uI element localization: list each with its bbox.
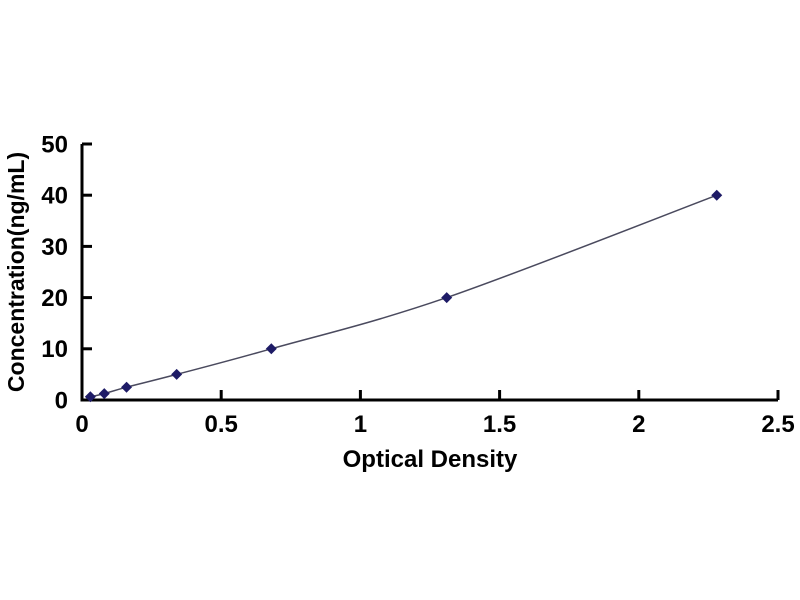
x-tick-label: 0.5: [205, 411, 238, 438]
data-point: [84, 391, 96, 403]
x-axis-title: Optical Density: [343, 446, 518, 473]
axes-layer: 0 0.5 1 1.5 2 2.5 0 10 20 30 40 50: [41, 131, 794, 438]
y-axis-title: Concentration(ng/mL): [3, 152, 29, 392]
series-layer: [84, 189, 723, 403]
data-point: [441, 292, 453, 304]
y-tick-label: 40: [41, 183, 68, 210]
standard-curve-line: [90, 194, 718, 398]
axis-spine: [80, 144, 778, 402]
y-tick-label: 30: [41, 234, 68, 261]
y-tick-label: 10: [41, 336, 68, 363]
data-point: [121, 381, 133, 393]
x-tick-label: 1.5: [483, 411, 516, 438]
y-tick-label: 20: [41, 285, 68, 312]
data-point: [171, 368, 183, 380]
data-point: [711, 189, 723, 201]
data-point: [98, 388, 110, 400]
x-tick-label: 1: [354, 411, 367, 438]
labels-layer: Optical Density Concentration(ng/mL): [3, 152, 518, 473]
y-tick-label: 0: [55, 387, 68, 414]
y-tick-label: 50: [41, 131, 68, 158]
x-tick-label: 2: [632, 411, 645, 438]
x-tick-label: 0: [75, 411, 88, 438]
x-tick-label: 2.5: [761, 411, 794, 438]
data-point: [265, 343, 277, 355]
